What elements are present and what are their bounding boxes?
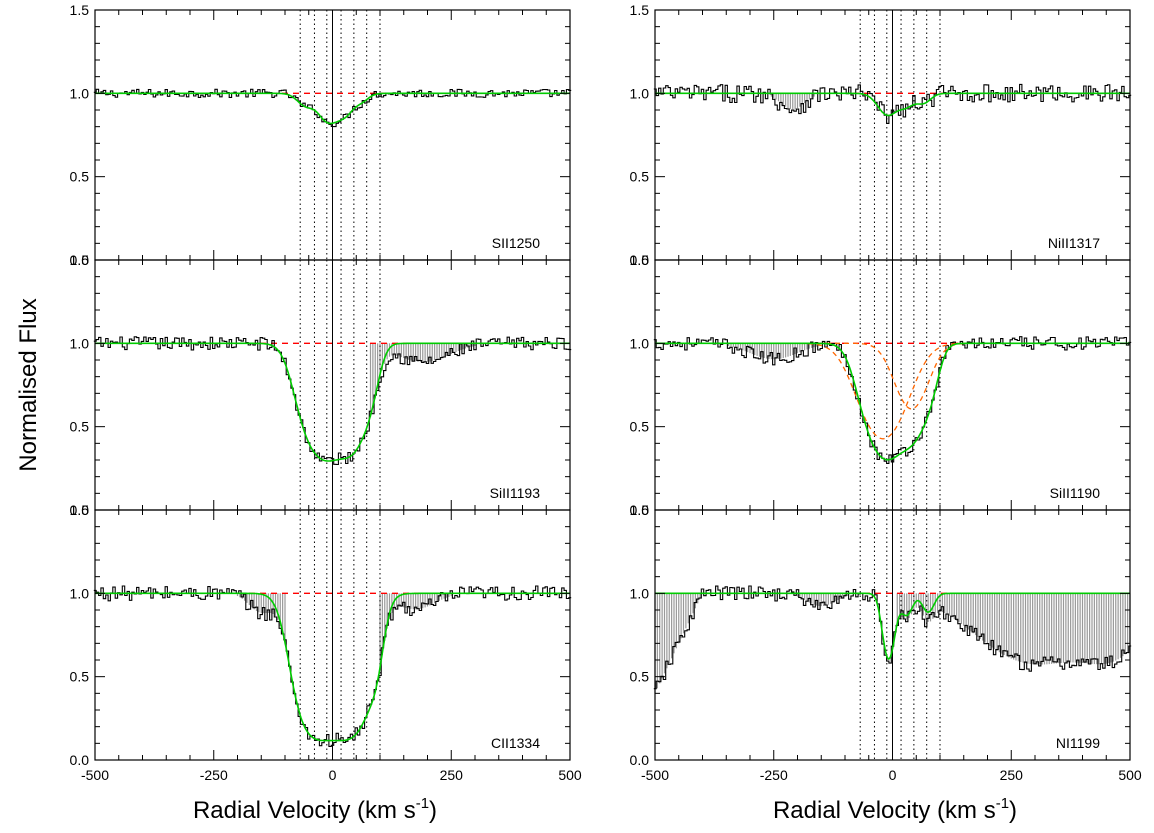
y-axis-title: Normalised Flux	[15, 298, 42, 471]
y-tick-label: 0.0	[70, 752, 90, 768]
ion-label: SiII1193	[490, 485, 541, 501]
y-tick-label: 0.0	[70, 252, 90, 268]
panel-niii1317: 0.0 0.5 1.0 1.5 NiII1317	[630, 2, 1132, 268]
x-tick-label: -500	[641, 767, 669, 783]
spectrum-data	[93, 585, 572, 747]
y-tick-label: 0.5	[630, 419, 650, 435]
spectrum-data	[93, 88, 572, 128]
ion-label: SiII1190	[1050, 485, 1101, 501]
y-tick-label: 0.0	[70, 502, 90, 518]
model-fit	[95, 592, 570, 742]
panel-ni1199: 0.0 0.5 1.0 1.5 NI1199 -500 -250 0 250 500	[630, 502, 1142, 783]
ion-label: NiII1317	[1048, 235, 1100, 251]
y-tick-label: 1.5	[630, 502, 650, 518]
panel-siii1193: 0.0 0.5 1.0 1.5 SiII1193	[70, 252, 572, 518]
model-fit	[655, 342, 1130, 461]
y-tick-label: 1.5	[70, 252, 90, 268]
y-tick-label: 0.5	[70, 169, 90, 185]
x-axis-title-left: Radial Velocity (km s-1)	[193, 795, 437, 824]
x-tick-label: 0	[329, 767, 337, 783]
y-tick-label: 1.5	[630, 2, 650, 18]
y-tick-label: 1.5	[630, 252, 650, 268]
spectrum-data	[93, 336, 572, 466]
spectrum-data	[653, 83, 1132, 124]
x-tick-label: -500	[81, 767, 109, 783]
ion-label: NI1199	[1056, 735, 1100, 751]
x-tick-label: -250	[200, 767, 228, 783]
panel-cii1334: 0.0 0.5 1.0 1.5 CII1334 -500 -250 0 250 500	[70, 502, 582, 783]
x-tick-label: 250	[1000, 767, 1024, 783]
y-tick-label: 1.0	[70, 335, 90, 351]
panel-siii1190: 0.0 0.5 1.0 1.5 SiII1190	[630, 252, 1132, 518]
y-tick-label: 1.0	[630, 585, 650, 601]
x-tick-label: -250	[760, 767, 788, 783]
y-tick-label: 0.0	[630, 252, 650, 268]
x-tick-label: 500	[1118, 767, 1142, 783]
y-tick-label: 0.5	[70, 419, 90, 435]
y-tick-label: 0.5	[630, 169, 650, 185]
y-tick-label: 1.0	[70, 585, 90, 601]
y-tick-label: 1.0	[70, 85, 90, 101]
y-tick-label: 0.5	[70, 669, 90, 685]
model-fit	[95, 342, 570, 462]
model-fit	[655, 92, 1130, 117]
x-tick-label: 0	[889, 767, 897, 783]
y-tick-label: 0.0	[630, 752, 650, 768]
panels-layer: 0.00.51.01.5SII12500.00.51.01.5SiII11930…	[70, 2, 1142, 783]
y-tick-label: 1.5	[70, 2, 90, 18]
y-tick-label: 1.0	[630, 335, 650, 351]
x-tick-label: 250	[440, 767, 464, 783]
model-fit	[95, 92, 570, 125]
y-tick-label: 0.0	[630, 502, 650, 518]
y-tick-label: 1.0	[630, 85, 650, 101]
ion-label: CII1334	[491, 735, 540, 751]
model-fit	[655, 592, 1130, 660]
panel-sii1250: 0.0 0.5 1.0 1.5 SII1250	[70, 2, 572, 268]
spectrum-data	[653, 336, 1132, 465]
x-tick-label: 500	[558, 767, 582, 783]
y-tick-label: 0.5	[630, 669, 650, 685]
x-axis-title-right: Radial Velocity (km s-1)	[773, 795, 1017, 824]
y-tick-label: 1.5	[70, 502, 90, 518]
ion-label: SII1250	[492, 235, 540, 251]
